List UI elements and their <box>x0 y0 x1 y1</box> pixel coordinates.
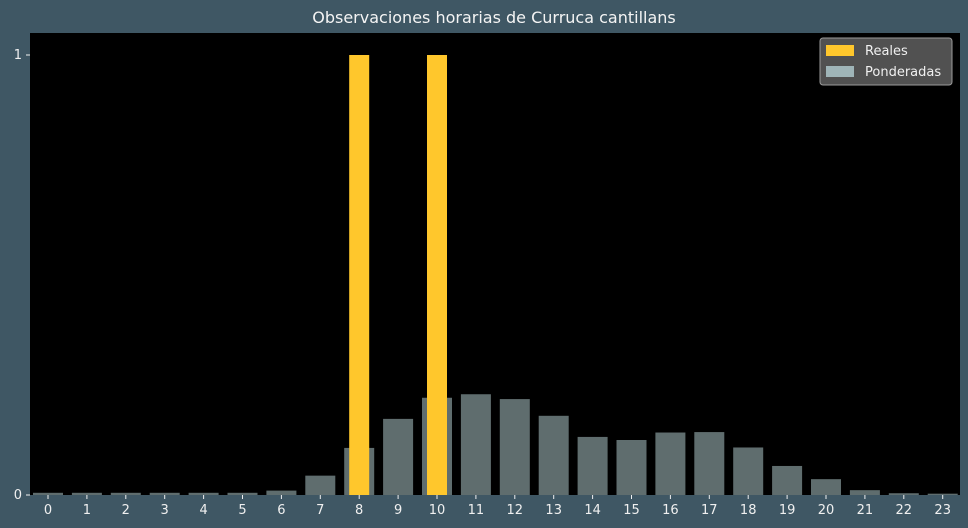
x-tick-label-4: 4 <box>199 503 207 518</box>
bar-ponderadas-6 <box>266 490 297 495</box>
x-tick-label-18: 18 <box>740 503 757 518</box>
x-tick-label-5: 5 <box>238 503 246 518</box>
bar-ponderadas-13 <box>538 415 569 495</box>
bar-ponderadas-2 <box>110 492 141 495</box>
x-tick-label-2: 2 <box>122 503 130 518</box>
x-tick-label-16: 16 <box>662 503 679 518</box>
x-tick-label-13: 13 <box>545 503 562 518</box>
chart-title: Observaciones horarias de Curruca cantil… <box>312 8 676 27</box>
bar-ponderadas-5 <box>227 492 258 495</box>
bar-ponderadas-20 <box>811 479 841 495</box>
x-tick-label-19: 19 <box>779 503 796 518</box>
legend-swatch-reales <box>826 45 854 56</box>
x-tick-label-9: 9 <box>394 503 402 518</box>
plot-area <box>30 33 960 495</box>
bar-reales-10 <box>427 55 447 495</box>
bar-ponderadas-16 <box>655 432 686 495</box>
bar-ponderadas-4 <box>188 492 219 495</box>
bar-ponderadas-15 <box>616 440 647 495</box>
x-tick-label-8: 8 <box>355 503 363 518</box>
bar-ponderadas-22 <box>888 493 919 495</box>
bar-ponderadas-14 <box>577 436 608 495</box>
legend-label-ponderadas: Ponderadas <box>865 65 941 80</box>
series-reales <box>349 55 447 495</box>
x-axis: 0 1 2 3 4 5 6 7 8 9 10 11 12 13 14 15 16 17 18 19 20 21 22 23 <box>44 495 951 518</box>
y-tick-label-1: 1 <box>14 48 22 63</box>
bar-ponderadas-7 <box>305 475 336 495</box>
x-tick-label-12: 12 <box>507 503 524 518</box>
bar-ponderadas-11 <box>460 394 491 495</box>
bar-ponderadas-19 <box>772 465 803 495</box>
bar-ponderadas-3 <box>149 492 180 495</box>
x-tick-label-15: 15 <box>623 503 640 518</box>
bar-ponderadas-23 <box>927 493 958 495</box>
x-tick-label-1: 1 <box>83 503 91 518</box>
x-tick-label-7: 7 <box>316 503 324 518</box>
legend-swatch-ponderadas <box>826 66 854 77</box>
bar-ponderadas-21 <box>849 490 880 495</box>
bar-ponderadas-17 <box>694 432 725 495</box>
x-tick-label-21: 21 <box>857 503 874 518</box>
legend: Reales Ponderadas <box>819 37 953 86</box>
x-tick-label-3: 3 <box>161 503 169 518</box>
x-tick-label-14: 14 <box>584 503 601 518</box>
y-tick-label-0: 0 <box>14 488 22 503</box>
y-axis: 01 <box>14 48 30 503</box>
x-tick-label-10: 10 <box>429 503 446 518</box>
x-tick-label-0: 0 <box>44 503 52 518</box>
x-tick-label-23: 23 <box>934 503 951 518</box>
legend-label-reales: Reales <box>865 44 908 59</box>
bar-reales-8 <box>349 55 370 495</box>
bar-ponderadas-1 <box>71 492 102 495</box>
bar-ponderadas-18 <box>733 447 764 495</box>
x-tick-label-17: 17 <box>701 503 718 518</box>
bar-ponderadas-0 <box>33 492 63 495</box>
x-tick-label-20: 20 <box>818 503 835 518</box>
x-tick-label-11: 11 <box>468 503 485 518</box>
bar-ponderadas-9 <box>383 418 414 495</box>
x-tick-label-6: 6 <box>277 503 285 518</box>
x-tick-label-22: 22 <box>896 503 913 518</box>
bar-ponderadas-12 <box>499 399 530 495</box>
